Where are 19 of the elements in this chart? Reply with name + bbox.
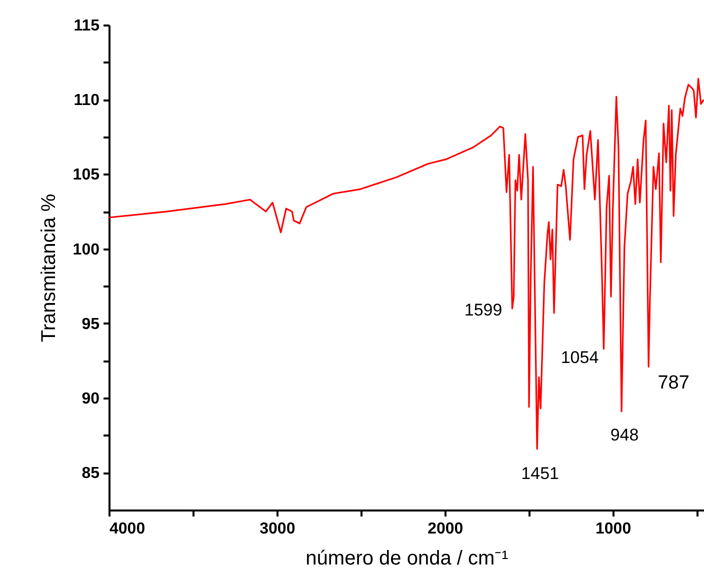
annotation: 787 [658,372,690,394]
x-tick-label: 3000 [260,520,296,538]
annotation: 1451 [521,464,559,483]
y-tick-label: 110 [74,92,100,110]
x-tick-label: 1000 [596,520,632,538]
y-tick-label: 115 [74,18,100,34]
line-series [109,78,704,450]
y-tick-label: 105 [72,166,100,184]
y-tick-label: 95 [82,316,100,333]
y-tick-label: 90 [82,390,100,408]
annotation: 948 [610,426,639,445]
x-tick-label: 4000 [110,520,146,538]
y-tick-label: 85 [82,465,100,482]
y-tick-label: 100 [72,241,100,258]
y-axis-title: Transmitancia % [38,194,60,342]
annotation: 1599 [464,300,502,320]
annotation: 1054 [560,348,599,367]
x-axis-title: número de onda / cm⁻¹ [306,548,509,570]
x-tick-label: 2000 [428,520,464,538]
